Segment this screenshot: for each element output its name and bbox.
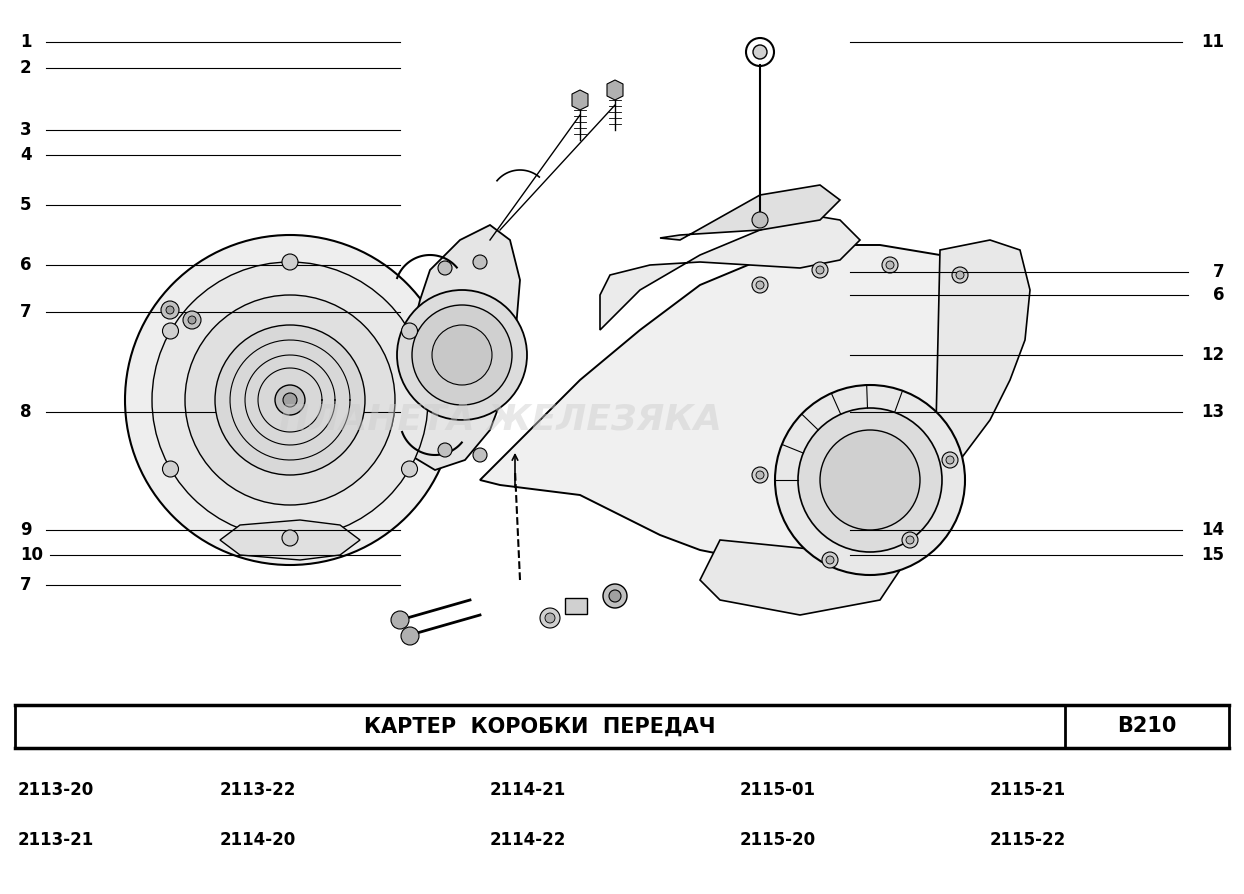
Text: 9: 9 — [20, 521, 31, 539]
Polygon shape — [480, 245, 1020, 560]
Text: 7: 7 — [20, 303, 31, 321]
Text: 2: 2 — [20, 59, 31, 77]
Circle shape — [165, 306, 174, 314]
Circle shape — [753, 277, 768, 293]
Text: 3: 3 — [20, 121, 31, 139]
Text: КАРТЕР  КОРОБКИ  ПЕРЕДАЧ: КАРТЕР КОРОБКИ ПЕРЕДАЧ — [364, 716, 715, 737]
Circle shape — [412, 305, 513, 405]
Circle shape — [775, 385, 965, 575]
Polygon shape — [401, 225, 520, 470]
Polygon shape — [600, 215, 860, 330]
Circle shape — [942, 452, 958, 468]
Circle shape — [756, 471, 764, 479]
Text: 14: 14 — [1200, 521, 1224, 539]
Circle shape — [797, 408, 942, 552]
Circle shape — [902, 532, 918, 548]
Bar — [565, 598, 587, 614]
Circle shape — [275, 385, 305, 415]
Polygon shape — [607, 80, 623, 100]
Text: 2115-22: 2115-22 — [990, 831, 1066, 849]
Circle shape — [152, 262, 428, 538]
Circle shape — [188, 316, 197, 324]
Text: ПЛАНЕТА ЖЕЛЕЗЯКА: ПЛАНЕТА ЖЕЛЕЗЯКА — [279, 403, 722, 437]
Circle shape — [753, 212, 768, 228]
Text: 6: 6 — [20, 256, 31, 274]
Circle shape — [753, 467, 768, 483]
Circle shape — [945, 456, 954, 464]
Text: 8: 8 — [20, 403, 31, 421]
Polygon shape — [661, 185, 840, 240]
Text: 2115-20: 2115-20 — [740, 831, 816, 849]
Circle shape — [952, 267, 968, 283]
Circle shape — [163, 461, 178, 477]
Circle shape — [610, 590, 621, 602]
Circle shape — [820, 430, 921, 530]
Circle shape — [401, 627, 419, 645]
Circle shape — [282, 254, 299, 270]
Polygon shape — [220, 520, 360, 560]
Circle shape — [438, 261, 452, 275]
Circle shape — [906, 536, 914, 544]
Circle shape — [756, 281, 764, 289]
Polygon shape — [700, 540, 899, 615]
Text: 15: 15 — [1200, 546, 1224, 564]
Circle shape — [882, 257, 898, 273]
Text: 11: 11 — [1200, 33, 1224, 51]
Circle shape — [816, 266, 824, 274]
Text: 2114-22: 2114-22 — [490, 831, 566, 849]
Text: 13: 13 — [1200, 403, 1224, 421]
Circle shape — [473, 448, 486, 462]
Circle shape — [812, 262, 829, 278]
Circle shape — [282, 393, 297, 407]
Circle shape — [185, 295, 396, 505]
Circle shape — [753, 45, 768, 59]
Circle shape — [540, 608, 560, 628]
Text: 5: 5 — [20, 196, 31, 214]
Text: 12: 12 — [1200, 346, 1224, 364]
Circle shape — [402, 461, 418, 477]
Text: 2113-22: 2113-22 — [220, 781, 296, 799]
Circle shape — [473, 255, 486, 269]
Circle shape — [822, 552, 838, 568]
Text: 2115-21: 2115-21 — [990, 781, 1066, 799]
Circle shape — [432, 325, 491, 385]
Circle shape — [282, 530, 299, 546]
Circle shape — [124, 235, 455, 565]
Circle shape — [183, 311, 202, 329]
Text: 7: 7 — [1213, 263, 1224, 281]
Circle shape — [397, 290, 527, 420]
Text: 1: 1 — [20, 33, 31, 51]
Text: 2113-20: 2113-20 — [17, 781, 95, 799]
Text: 2114-21: 2114-21 — [490, 781, 566, 799]
Text: 4: 4 — [20, 146, 31, 164]
Text: 7: 7 — [20, 576, 31, 594]
Text: В210: В210 — [1117, 716, 1177, 737]
Circle shape — [603, 584, 627, 608]
Circle shape — [160, 301, 179, 319]
Circle shape — [163, 323, 178, 339]
Text: 2115-01: 2115-01 — [740, 781, 816, 799]
Circle shape — [886, 261, 894, 269]
Circle shape — [438, 443, 452, 457]
Polygon shape — [935, 240, 1030, 490]
Text: 6: 6 — [1213, 286, 1224, 304]
Circle shape — [215, 325, 364, 475]
Text: 2114-20: 2114-20 — [220, 831, 296, 849]
Circle shape — [955, 271, 964, 279]
Text: 2113-21: 2113-21 — [17, 831, 95, 849]
Polygon shape — [572, 90, 588, 110]
Circle shape — [391, 611, 409, 629]
Circle shape — [826, 556, 833, 564]
Text: 10: 10 — [20, 546, 44, 564]
Circle shape — [545, 613, 555, 623]
Circle shape — [402, 323, 418, 339]
